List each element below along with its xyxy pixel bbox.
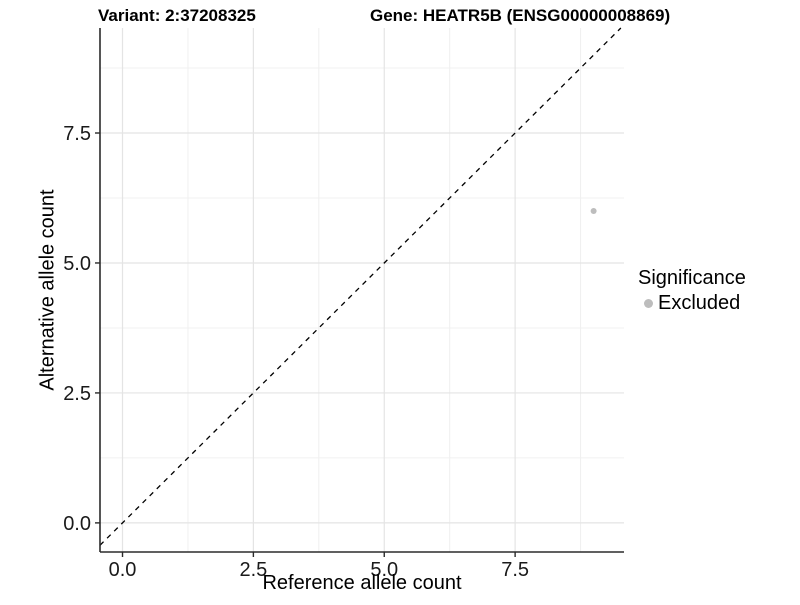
gene-title: Gene: HEATR5B (ENSG00000008869) [370,6,671,25]
legend-entry-label: Excluded [658,292,741,314]
legend: Significance Excluded [638,266,746,315]
legend-key [638,294,658,314]
variant-title: Variant: 2:37208325 [98,6,256,25]
y-tick-label: 0.0 [63,513,91,535]
y-tick-label: 5.0 [63,253,91,275]
y-axis-title: Alternative allele count [36,189,59,391]
data-point [590,207,597,214]
x-axis-title: Reference allele count [262,572,462,594]
identity-line [99,27,622,546]
y-tick-label: 2.5 [63,383,91,405]
legend-entry-excluded: Excluded [638,292,746,315]
y-tick-label: 7.5 [63,123,91,145]
x-tick-label: 0.0 [109,559,137,581]
x-tick-label: 5.0 [370,559,398,581]
excluded-point-icon [643,299,653,308]
x-tick-label: 7.5 [501,559,529,581]
legend-title: Significance [638,267,746,289]
x-tick-label: 2.5 [239,559,267,581]
